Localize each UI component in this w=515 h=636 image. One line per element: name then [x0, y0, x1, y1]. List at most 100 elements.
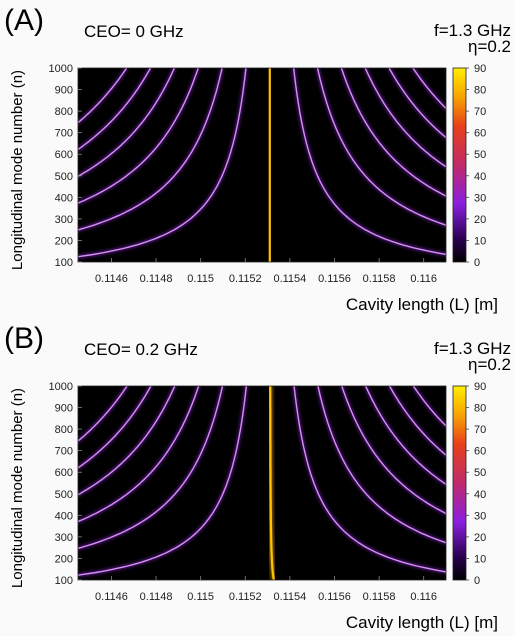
x-tick-label: 0.1152 [229, 273, 262, 285]
y-tick-label: 500 [55, 171, 73, 183]
resonance-line-5 [388, 386, 446, 457]
resonance-line--3 [78, 386, 200, 523]
resonance-line--3 [78, 68, 199, 204]
resonance-line--1 [78, 386, 247, 576]
x-tick-label: 0.115 [187, 591, 214, 603]
y-tick-label: 100 [55, 575, 73, 587]
resonance-line--1 [78, 68, 247, 258]
y-tick-label: 200 [55, 235, 73, 247]
x-tick-label: 0.1152 [229, 591, 262, 603]
colorbar-tick-label: 20 [474, 214, 486, 226]
resonance-lines [78, 68, 446, 262]
x-tick-label: 0.1156 [318, 273, 351, 285]
resonance-line-0 [269, 386, 275, 580]
resonance-line--4 [78, 68, 175, 178]
resonance-line-2 [316, 68, 446, 226]
colorbar-tick-label: 80 [474, 85, 486, 97]
colorbar-tick-label: 90 [474, 381, 486, 393]
y-axis-label: Longitudinal mode number (n) [9, 70, 26, 270]
y-tick-label: 100 [55, 257, 73, 269]
y-axis-label: Longitudinal mode number (n) [9, 388, 26, 588]
frequency-param: f=1.3 GHz [434, 339, 511, 358]
resonance-line--4 [78, 386, 176, 496]
colorbar-tick-label: 70 [474, 106, 486, 118]
y-tick-label: 600 [55, 149, 73, 161]
y-tick-label: 600 [55, 467, 73, 479]
x-tick-label: 0.1146 [95, 273, 128, 285]
x-tick-label: 0.1158 [363, 273, 396, 285]
resonance-line--2 [78, 386, 224, 550]
colorbar-tick-label: 10 [474, 235, 486, 247]
x-tick-label: 0.1148 [140, 591, 173, 603]
panel-a: (A) CEO= 0 GHz f=1.3 GHz η=0.2 0.1146 0.1148 0… [4, 4, 511, 314]
x-tick-label: 0.116 [410, 591, 437, 603]
x-tick-label: 0.116 [410, 273, 437, 285]
y-tick-label: 300 [55, 214, 73, 226]
colorbar-tick-label: 60 [474, 128, 486, 140]
x-tick-label: 0.115 [187, 273, 214, 285]
resonance-line--6 [78, 386, 128, 442]
resonance-line-4 [364, 68, 446, 168]
resonance-line-1 [293, 68, 446, 256]
y-tick-label: 400 [55, 192, 73, 204]
colorbar-tick-label: 20 [474, 532, 486, 544]
resonance-line--2 [78, 68, 223, 231]
x-tick-label: 0.1154 [273, 273, 306, 285]
ceo-annotation: CEO= 0.2 GHz [84, 340, 198, 359]
colorbar-tick-label: 10 [474, 553, 486, 565]
x-tick-label: 0.1146 [95, 591, 128, 603]
ceo-annotation: CEO= 0 GHz [84, 22, 184, 41]
colorbar-tick-label: 50 [474, 149, 486, 161]
colorbar-tick-label: 0 [474, 575, 480, 587]
eta-param: η=0.2 [468, 37, 511, 56]
colorbar-tick-label: 90 [474, 63, 486, 75]
colorbar-tick-label: 40 [474, 489, 486, 501]
colorbar-tick-label: 40 [474, 171, 486, 183]
colorbar-tick-label: 70 [474, 424, 486, 436]
resonance-line-2 [317, 386, 446, 544]
resonance-line-4 [365, 386, 446, 486]
colorbar [452, 385, 467, 581]
y-tick-label: 400 [55, 510, 73, 522]
x-tick-label: 0.1156 [318, 591, 351, 603]
y-tick-label: 800 [55, 424, 73, 436]
colorbar-tick-label: 80 [474, 403, 486, 415]
y-tick-label: 300 [55, 532, 73, 544]
eta-param: η=0.2 [468, 355, 511, 374]
resonance-line-6 [412, 68, 446, 110]
y-tick-label: 700 [55, 128, 73, 140]
resonance-line-6 [412, 386, 446, 427]
resonance-line-5 [388, 68, 446, 139]
panel-b: (B) CEO= 0.2 GHz f=1.3 GHz η=0.2 0.1146 0.114… [0, 318, 515, 636]
y-tick-label: 1000 [49, 63, 73, 75]
resonance-line--5 [78, 386, 152, 469]
colorbar-tick-label: 50 [474, 467, 486, 479]
frequency-param: f=1.3 GHz [434, 21, 511, 40]
y-tick-label: 1000 [49, 381, 73, 393]
colorbar-tick-label: 30 [474, 192, 486, 204]
x-tick-label: 0.1154 [273, 591, 306, 603]
resonance-line-3 [340, 68, 446, 197]
panel-label: (A) [4, 4, 44, 37]
colorbar-tick-label: 60 [474, 446, 486, 458]
resonance-lines [78, 386, 446, 580]
colorbar-tick-label: 0 [474, 257, 480, 269]
colorbar [452, 67, 467, 263]
resonance-line--6 [78, 68, 128, 124]
plot-frame [77, 385, 447, 581]
panel-label: (B) [4, 322, 44, 355]
resonance-line-3 [341, 386, 446, 515]
resonance-line--5 [78, 68, 152, 151]
x-tick-label: 0.1148 [140, 273, 173, 285]
y-tick-label: 900 [55, 403, 73, 415]
colorbar-tick-label: 30 [474, 510, 486, 522]
y-tick-label: 900 [55, 85, 73, 97]
x-axis-label: Cavity length (L) [m] [346, 295, 498, 314]
y-tick-label: 700 [55, 446, 73, 458]
y-tick-label: 500 [55, 489, 73, 501]
plot-frame [77, 67, 447, 263]
resonance-line-1 [293, 386, 446, 573]
x-axis-label: Cavity length (L) [m] [346, 613, 498, 632]
